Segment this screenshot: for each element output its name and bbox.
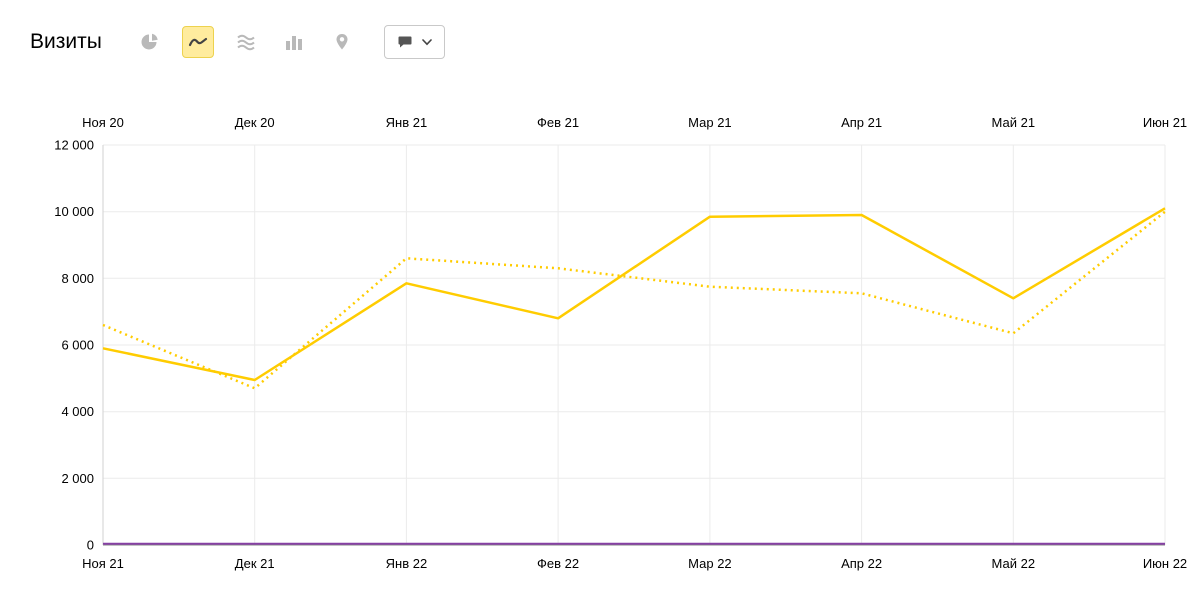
pie-chart-icon [141,33,158,50]
x-axis-label-top: Дек 20 [235,115,275,130]
x-axis-label-bottom: Мар 22 [688,556,732,571]
x-axis-label-top: Июн 21 [1143,115,1187,130]
x-axis-label-top: Май 21 [992,115,1036,130]
y-axis-tick-label: 0 [87,538,94,553]
stacked-area-chart-button[interactable] [230,26,262,58]
x-axis-label-bottom: Янв 22 [386,556,428,571]
line-chart-button[interactable] [181,26,214,58]
chart-type-switcher [134,26,358,58]
visits-line-chart[interactable]: 12 000 10 000 8 000 6 000 4 000 2 000 0 Ноя 20 Д… [25,100,1195,590]
stacked-area-chart-icon [237,34,255,51]
map-button[interactable] [326,26,358,58]
y-axis-tick-label: 12 000 [54,138,94,153]
chart-header: Визиты [30,25,445,59]
y-axis-tick-label: 8 000 [61,271,94,286]
x-axis-label-top: Апр 21 [841,115,882,130]
y-axis-tick-label: 4 000 [61,404,94,419]
x-axis-label-top: Ноя 20 [82,115,124,130]
x-axis-label-top: Фев 21 [537,115,579,130]
y-axis-tick-label: 2 000 [61,471,94,486]
series-visits-current-period[interactable] [102,207,1166,382]
bar-chart-button[interactable] [278,26,310,58]
map-icon [336,34,348,50]
x-axis-label-bottom: Ноя 21 [82,556,124,571]
x-axis-label-bottom: Май 22 [992,556,1036,571]
x-axis-label-top: Янв 21 [386,115,428,130]
x-axis-label-bottom: Апр 22 [841,556,882,571]
comment-icon [398,36,412,48]
x-axis-label-top: Мар 21 [688,115,732,130]
series-visits-previous-period[interactable] [102,210,1166,390]
y-axis-tick-label: 6 000 [61,338,94,353]
x-axis-label-bottom: Дек 21 [235,556,275,571]
line-chart-icon [188,37,207,47]
y-axis-tick-label: 10 000 [54,204,94,219]
x-axis-label-bottom: Фев 22 [537,556,579,571]
page-title: Визиты [30,30,102,53]
comment-dropdown-button[interactable] [383,25,445,59]
x-axis-label-bottom: Июн 22 [1143,556,1187,571]
chevron-down-icon [422,38,432,45]
pie-chart-button[interactable] [134,26,166,58]
bar-chart-icon [285,36,302,50]
